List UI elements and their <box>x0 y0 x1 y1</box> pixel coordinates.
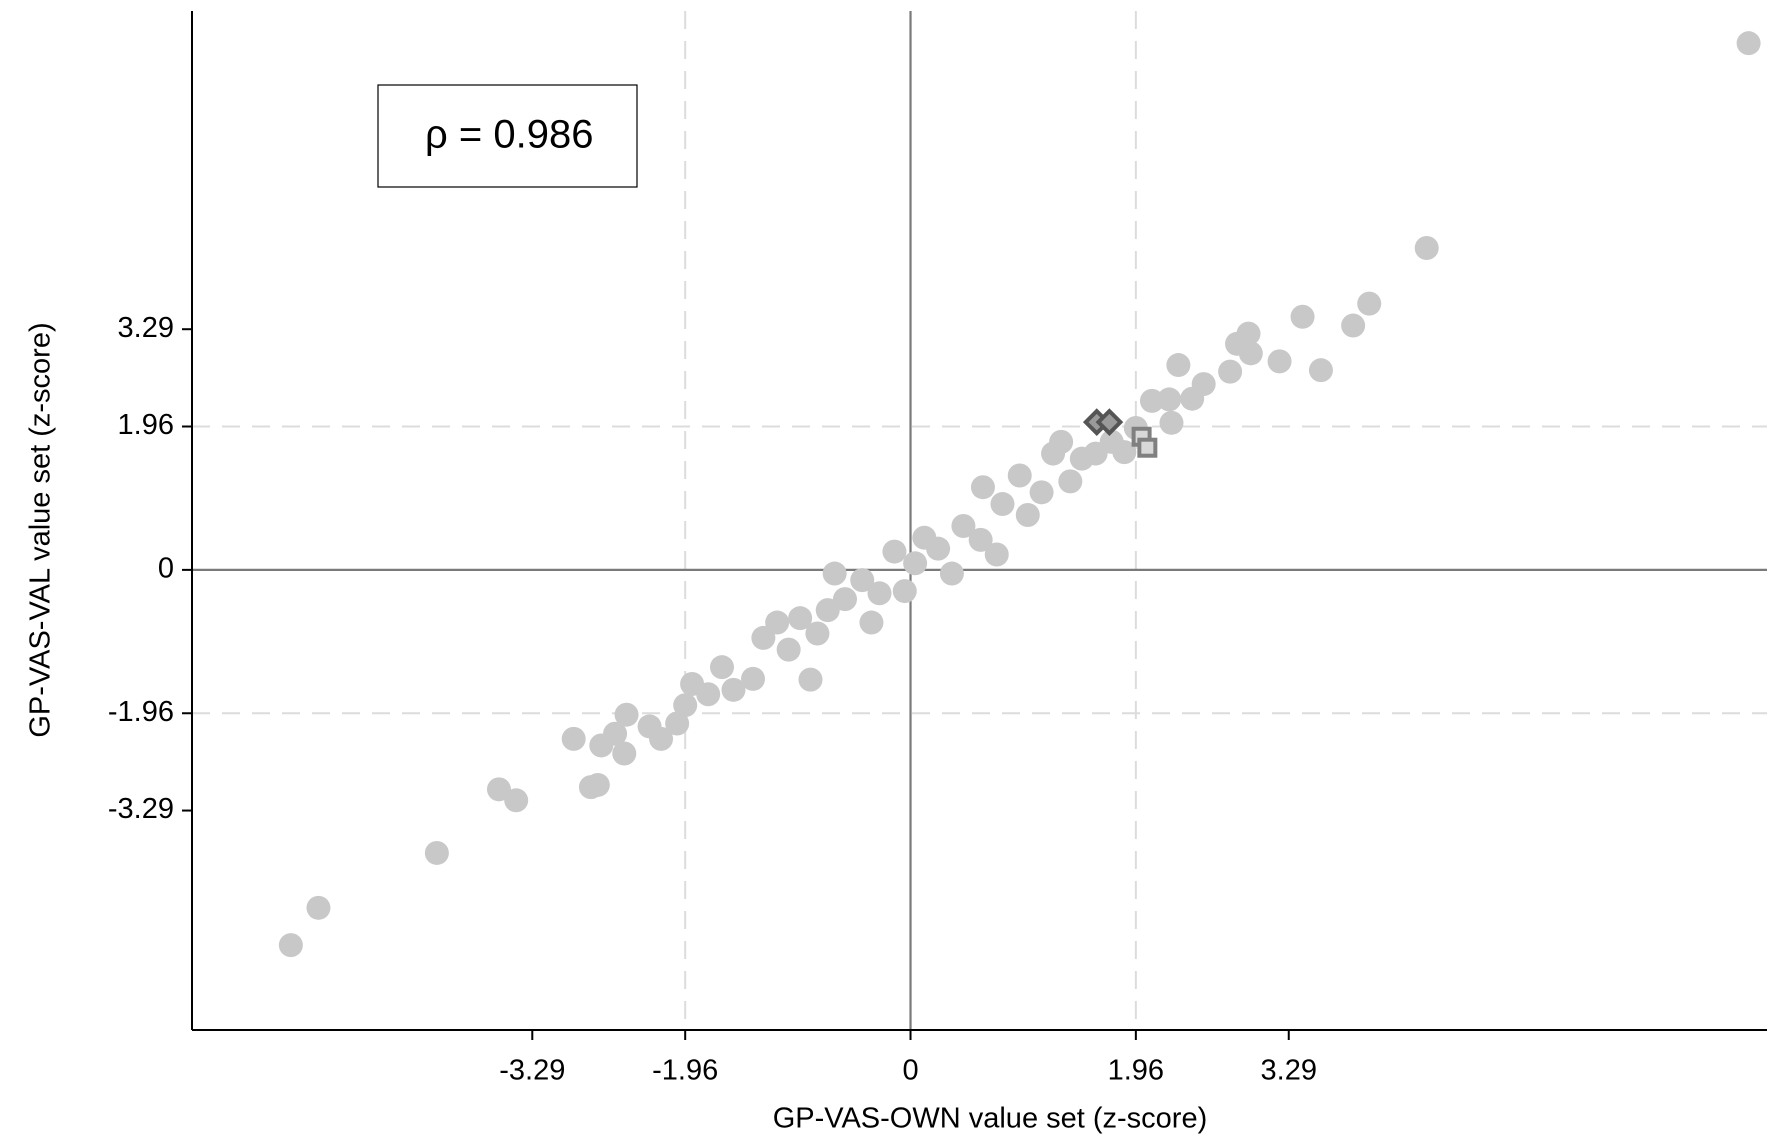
point <box>603 721 628 746</box>
point <box>951 513 976 538</box>
point <box>1007 463 1032 488</box>
point <box>926 536 951 561</box>
x-tick-label: -1.96 <box>652 1055 718 1087</box>
point <box>859 610 884 635</box>
point <box>1308 358 1333 383</box>
x-tick-label: 3.29 <box>1261 1055 1317 1087</box>
y-tick-label: 0 <box>158 553 174 585</box>
point <box>805 621 830 646</box>
point <box>903 551 928 576</box>
annotation-box <box>377 84 638 188</box>
point <box>1049 429 1074 454</box>
point <box>673 693 698 718</box>
point <box>1267 349 1292 374</box>
x-tick-label: -3.29 <box>499 1055 565 1087</box>
point <box>1029 480 1054 505</box>
point <box>665 711 690 736</box>
point <box>1137 437 1158 458</box>
y-tick-label: 3.29 <box>118 312 174 344</box>
point <box>1095 408 1124 436</box>
point <box>486 777 511 802</box>
annotation: ρ = 0.986 <box>425 113 593 157</box>
point <box>696 682 721 707</box>
point <box>1414 236 1439 261</box>
point <box>1236 321 1261 346</box>
point <box>892 579 917 604</box>
point <box>984 542 1009 567</box>
y-tick-label: 1.96 <box>118 409 174 441</box>
point <box>751 625 776 650</box>
point <box>504 788 529 813</box>
point <box>850 568 875 593</box>
point <box>561 726 586 751</box>
point <box>1139 388 1164 413</box>
point <box>788 606 813 631</box>
point <box>970 475 995 500</box>
point <box>1166 353 1191 378</box>
point <box>1218 359 1243 384</box>
point <box>612 741 637 766</box>
y-axis-label: GP-VAS-VAL value set (z-score) <box>25 322 57 737</box>
point <box>1341 313 1366 338</box>
y-tick-label: -3.29 <box>108 793 174 825</box>
point <box>815 598 840 623</box>
point <box>1357 291 1382 316</box>
x-tick-label: 0 <box>902 1055 918 1087</box>
point <box>709 655 734 680</box>
x-axis-label: GP-VAS-OWN value set (z-score) <box>773 1103 1208 1135</box>
point <box>721 677 746 702</box>
point <box>832 587 857 612</box>
point <box>1157 387 1182 412</box>
point <box>968 527 993 552</box>
point <box>1015 503 1040 528</box>
point <box>822 561 847 586</box>
point <box>798 667 823 692</box>
point <box>776 637 801 662</box>
x-tick-label: 1.96 <box>1108 1055 1164 1087</box>
point <box>585 772 610 797</box>
point <box>1736 31 1761 56</box>
point <box>1290 304 1315 329</box>
point <box>1238 341 1263 366</box>
point <box>614 702 639 727</box>
point <box>765 610 790 635</box>
point <box>1112 440 1137 465</box>
point <box>741 666 766 691</box>
point <box>1159 410 1184 435</box>
point <box>1191 372 1216 397</box>
point <box>278 933 303 958</box>
point <box>649 726 674 751</box>
point <box>990 492 1015 517</box>
point <box>424 840 449 865</box>
point <box>867 581 892 606</box>
point <box>939 561 964 586</box>
y-tick-label: -1.96 <box>108 696 174 728</box>
point <box>882 539 907 564</box>
point <box>1058 469 1083 494</box>
point <box>306 895 331 920</box>
